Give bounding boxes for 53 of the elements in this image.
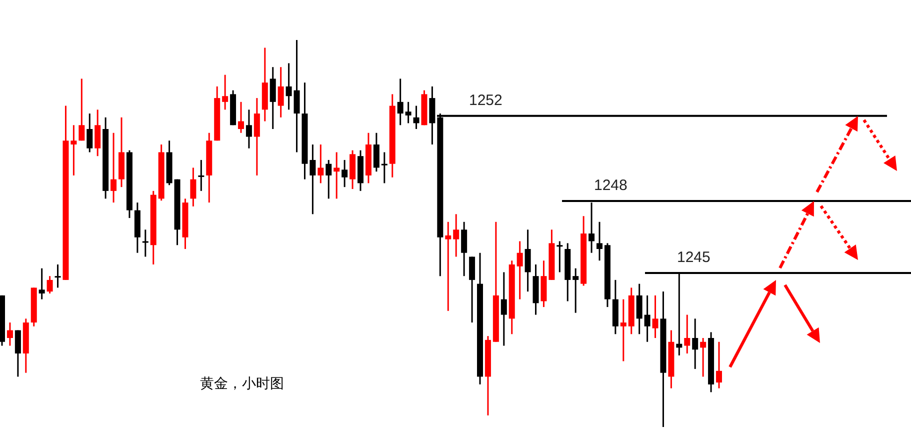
candlestick	[652, 294, 658, 339]
candlestick	[413, 105, 420, 130]
candlestick	[445, 221, 452, 312]
candlestick	[190, 166, 196, 208]
candlestick	[342, 159, 348, 188]
candlestick	[318, 144, 324, 184]
candlestick	[469, 256, 476, 324]
candlestick	[524, 228, 531, 292]
candlestick	[644, 294, 650, 343]
candlestick	[6, 322, 13, 346]
candlestick	[516, 240, 523, 300]
candlestick	[86, 112, 93, 153]
candlestick	[716, 341, 722, 390]
candlestick	[46, 275, 53, 294]
candlestick	[110, 132, 117, 204]
candlestick	[405, 101, 412, 124]
candlestick	[453, 213, 460, 258]
candlestick	[500, 271, 507, 346]
candlestick	[286, 62, 292, 110]
candlestick	[326, 159, 332, 200]
candlestick	[310, 144, 316, 215]
candlestick	[684, 314, 690, 354]
annotation: 1252	[469, 92, 502, 109]
candlestick	[620, 298, 626, 362]
candlestick	[54, 264, 61, 288]
candlestick	[254, 97, 260, 176]
candlestick	[381, 151, 388, 184]
annotation: 1245	[677, 248, 710, 266]
candlestick	[692, 318, 698, 370]
candlestick	[198, 159, 204, 192]
candlestick	[94, 108, 101, 157]
candlestick	[572, 268, 579, 314]
candlestick	[700, 337, 706, 378]
candlestick	[278, 66, 284, 118]
candlestick	[270, 66, 276, 130]
candlestick	[556, 240, 563, 273]
annotation: 黄金，小时图	[200, 376, 284, 392]
candlestick	[294, 39, 300, 153]
candlestick	[70, 124, 77, 176]
candlestick	[334, 151, 340, 200]
candlestick	[373, 132, 380, 172]
candlestick	[246, 108, 252, 150]
candlestick	[142, 228, 148, 258]
candlestick	[222, 74, 228, 110]
candlestick	[14, 330, 21, 378]
candlestick	[78, 78, 85, 142]
candlestick	[596, 221, 602, 262]
annotation: 1248	[594, 176, 628, 194]
candlestick	[38, 268, 45, 300]
candlestick	[636, 283, 642, 335]
candlestick	[238, 101, 244, 134]
candlestick	[461, 221, 468, 277]
candlestick	[397, 78, 404, 126]
